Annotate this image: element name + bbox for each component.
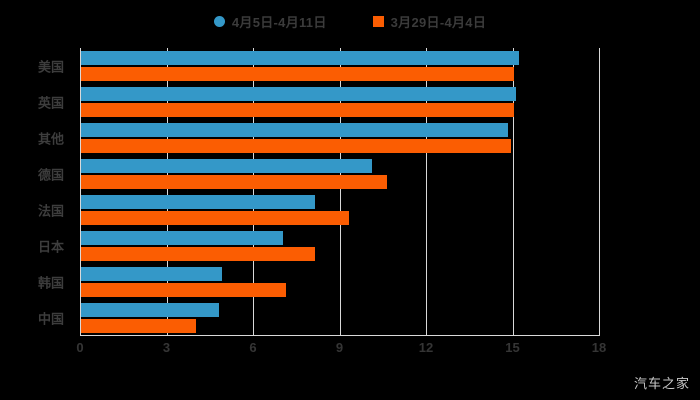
y-tick-label-1: 英国 [37, 95, 64, 111]
bar-法国-series-2[interactable] [81, 211, 350, 225]
x-tick-label-15: 15 [505, 340, 520, 355]
gridline-6 [253, 48, 254, 336]
gridline-3 [166, 48, 168, 336]
gridline-9 [339, 48, 341, 336]
gridline-12 [426, 48, 427, 336]
y-tick-label-4: 法国 [37, 203, 64, 219]
x-tick-label-6: 6 [249, 340, 257, 355]
watermark: 汽车之家 [633, 376, 690, 391]
bar-series-layer [81, 48, 600, 336]
bar-其他-series-1[interactable] [81, 123, 508, 137]
x-axis-tick-labels: 0 3 6 9 12 15 18 [76, 340, 606, 360]
bar-美国-series-1[interactable] [81, 51, 520, 65]
bar-日本-series-2[interactable] [81, 247, 315, 261]
x-tick-label-0: 0 [76, 340, 84, 355]
y-axis-category-labels: 美国英国其他德国法国日本韩国中国 [0, 48, 72, 336]
y-tick-label-7: 中国 [37, 311, 64, 327]
bar-韩国-series-2[interactable] [81, 283, 286, 297]
y-axis-line [80, 48, 81, 336]
bar-韩国-series-1[interactable] [81, 267, 223, 281]
x-tick-label-9: 9 [335, 340, 344, 355]
bar-日本-series-1[interactable] [81, 231, 283, 245]
bar-法国-series-1[interactable] [81, 195, 315, 209]
bar-中国-series-1[interactable] [81, 303, 220, 317]
chart-legend: 4月5日-4月11日 3月29日-4月4日 [0, 8, 700, 34]
x-tick-label-3: 3 [162, 340, 171, 355]
y-tick-label-3: 德国 [37, 167, 64, 183]
legend-item-series-2[interactable]: 3月29日-4月4日 [372, 12, 487, 31]
legend-item-series-1[interactable]: 4月5日-4月11日 [213, 12, 327, 31]
plot-area [80, 48, 600, 336]
bar-德国-series-2[interactable] [81, 175, 387, 189]
x-tick-label-12: 12 [418, 340, 434, 355]
bar-中国-series-2[interactable] [81, 319, 197, 333]
gridline-18 [599, 48, 600, 336]
y-tick-label-2: 其他 [37, 131, 64, 147]
legend-label-series-2: 3月29日-4月4日 [390, 14, 487, 30]
bar-其他-series-2[interactable] [81, 139, 511, 153]
bar-英国-series-2[interactable] [81, 103, 514, 117]
bar-德国-series-1[interactable] [81, 159, 373, 173]
legend-swatch-icon-series-1 [213, 15, 225, 27]
legend-label-series-1: 4月5日-4月11日 [231, 14, 327, 30]
legend-swatch-icon-series-2 [372, 15, 384, 27]
x-tick-label-18: 18 [591, 340, 607, 355]
y-tick-label-5: 日本 [37, 239, 64, 255]
gridline-15 [512, 48, 514, 336]
bar-英国-series-1[interactable] [81, 87, 517, 101]
y-tick-label-0: 美国 [37, 59, 64, 75]
bar-美国-series-2[interactable] [81, 67, 514, 81]
y-tick-label-6: 韩国 [37, 275, 64, 291]
